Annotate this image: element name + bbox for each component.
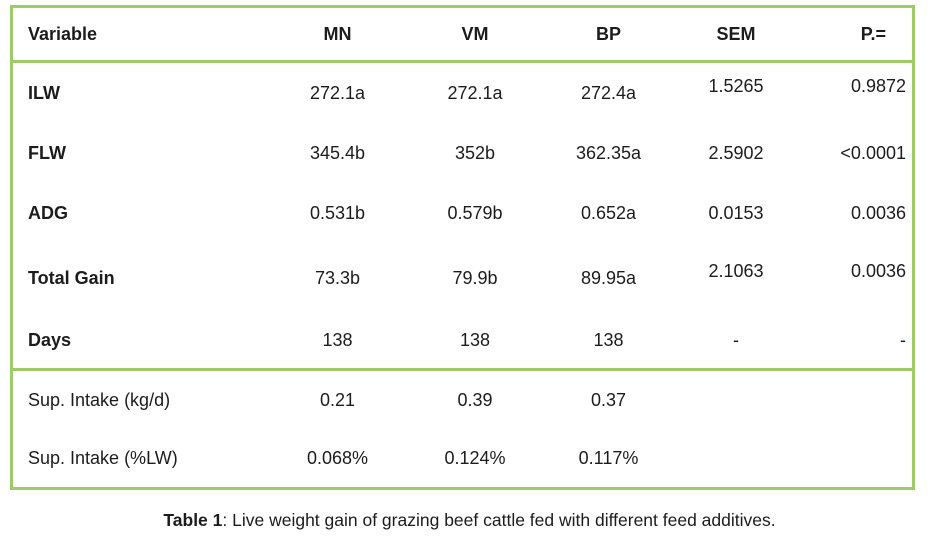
header-cell-p: P.= xyxy=(860,24,886,44)
cell-variable: ADG xyxy=(28,203,68,223)
header-cell-variable: Variable xyxy=(28,24,98,44)
cell-vm: 0.39 xyxy=(457,390,493,410)
cell-bp: 362.35a xyxy=(575,143,642,163)
cell-p: 0.9872 xyxy=(850,76,906,96)
main-row: Total Gain 73.3b 79.9b 89.95a 2.1063 0.0036 xyxy=(13,243,912,312)
cell-variable: Sup. Intake (kg/d) xyxy=(28,390,171,410)
cell-mn: 345.4b xyxy=(309,143,366,163)
table-caption: Table 1: Live weight gain of grazing bee… xyxy=(0,510,939,531)
main-row: Days 138 138 138 - - xyxy=(13,312,912,368)
cell-p: 0.0036 xyxy=(850,260,906,281)
table-intake-section: Sup. Intake (kg/d) 0.21 0.39 0.37 Sup. Intak… xyxy=(13,368,912,487)
cell-variable: ILW xyxy=(28,83,60,103)
intake-row: Sup. Intake (%LW) 0.068% 0.124% 0.117% xyxy=(13,429,912,487)
table-header-row: Variable MN VM BP SEM P.= xyxy=(13,8,912,63)
main-row: ILW 272.1a 272.1a 272.4a 1.5265 0.9872 xyxy=(13,63,912,123)
main-row: FLW 345.4b 352b 362.35a 2.5902 <0.0001 xyxy=(13,123,912,183)
cell-bp: 0.117% xyxy=(578,448,639,468)
header-cell-mn: MN xyxy=(323,24,352,44)
results-table: Variable MN VM BP SEM P.= ILW 272.1a 272.1a 272.… xyxy=(10,5,915,490)
cell-vm: 272.1a xyxy=(447,83,503,103)
cell-p: - xyxy=(900,330,906,350)
caption-label: Table 1 xyxy=(163,510,223,530)
cell-vm: 79.9b xyxy=(452,267,498,288)
cell-sem: 0.0153 xyxy=(708,203,764,223)
cell-vm: 0.579b xyxy=(447,203,503,223)
cell-mn: 138 xyxy=(322,330,353,350)
cell-mn: 0.21 xyxy=(319,390,356,410)
cell-variable: Days xyxy=(28,330,72,350)
cell-vm: 138 xyxy=(459,330,491,350)
table-main-section: ILW 272.1a 272.1a 272.4a 1.5265 0.9872 FLW 345.… xyxy=(13,63,912,368)
cell-variable: FLW xyxy=(28,143,66,163)
cell-sem: 2.1063 xyxy=(708,260,764,281)
cell-sem: - xyxy=(733,330,739,350)
cell-sem: 1.5265 xyxy=(708,76,764,96)
cell-variable: Total Gain xyxy=(28,267,115,288)
cell-vm: 352b xyxy=(454,143,496,163)
cell-bp: 89.95a xyxy=(580,267,637,288)
cell-bp: 0.652a xyxy=(580,203,637,223)
cell-mn: 0.068% xyxy=(306,448,369,468)
caption-text: : Live weight gain of grazing beef cattl… xyxy=(222,510,776,530)
cell-bp: 272.4a xyxy=(580,83,637,103)
cell-mn: 73.3b xyxy=(314,267,361,288)
cell-p: <0.0001 xyxy=(840,143,906,163)
header-cell-sem: SEM xyxy=(716,24,756,44)
intake-row: Sup. Intake (kg/d) 0.21 0.39 0.37 xyxy=(13,371,912,429)
cell-variable: Sup. Intake (%LW) xyxy=(28,448,178,468)
cell-bp: 138 xyxy=(593,330,624,350)
cell-mn: 272.1a xyxy=(309,83,366,103)
cell-vm: 0.124% xyxy=(444,448,506,468)
cell-sem: 2.5902 xyxy=(708,143,764,163)
header-cell-vm: VM xyxy=(461,24,489,44)
cell-p: 0.0036 xyxy=(850,203,906,223)
main-row: ADG 0.531b 0.579b 0.652a 0.0153 0.0036 xyxy=(13,183,912,243)
header-cell-bp: BP xyxy=(595,24,621,44)
cell-bp: 0.37 xyxy=(590,390,627,410)
cell-mn: 0.531b xyxy=(309,203,366,223)
